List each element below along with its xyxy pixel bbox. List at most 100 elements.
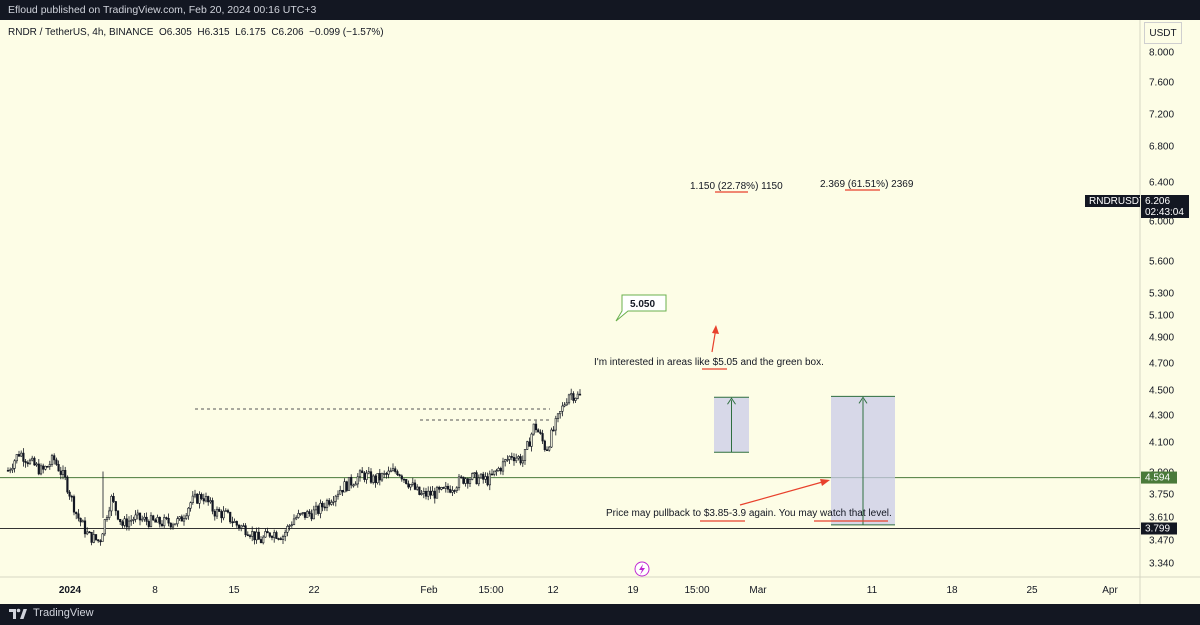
candle [156, 514, 159, 523]
candle-body [211, 500, 214, 512]
tradingview-logo[interactable]: TradingView [8, 607, 94, 619]
candle [253, 531, 256, 545]
candle-body [138, 512, 142, 521]
candle-body [295, 517, 298, 520]
candle [292, 514, 296, 526]
candle-body [48, 464, 51, 467]
price-chart[interactable]: 1.150 (22.78%) 1150 2.369 (61.51%) 2369 5.… [0, 20, 1200, 604]
candle-body [506, 459, 509, 461]
measure-label-large: 2.369 (61.51%) 2369 [820, 179, 914, 190]
candle-body [262, 536, 265, 544]
time-axis-label: Feb [420, 585, 438, 596]
candle-body [163, 517, 166, 527]
candle-body [545, 449, 549, 452]
time-axis-label: 15 [228, 585, 240, 596]
candle-body [422, 491, 425, 494]
candle-body [224, 510, 227, 512]
measure-label-small: 1.150 (22.78%) 1150 [690, 181, 783, 192]
candle [565, 398, 568, 407]
candle-body [110, 496, 113, 512]
candle [554, 415, 557, 436]
candle [418, 486, 421, 496]
candle [48, 460, 51, 470]
candle-body [215, 508, 219, 517]
candle [391, 463, 395, 472]
candle-body [116, 510, 120, 520]
candle-body [343, 481, 346, 493]
price-tick-label: 5.100 [1149, 311, 1174, 322]
candle [55, 457, 58, 466]
measure-label-large-ticks: ) 2369 [885, 179, 914, 190]
candle-body [79, 517, 82, 523]
plot-area [0, 20, 1140, 577]
lightning-icon [634, 561, 650, 577]
candle-body [468, 479, 472, 484]
candle [81, 519, 84, 523]
candle [235, 520, 238, 528]
candle-body [11, 468, 14, 471]
candle [471, 472, 474, 481]
candle [422, 487, 425, 499]
candle-body [132, 519, 135, 521]
candle [270, 534, 274, 541]
symbol-tag-bg [1085, 195, 1140, 207]
candle-body [446, 485, 450, 490]
candle-body [39, 465, 43, 475]
candle [13, 459, 16, 473]
candle [138, 512, 142, 526]
candle-body [378, 473, 381, 481]
level-high-tag-text: 4.594 [1145, 473, 1170, 484]
candle [385, 471, 388, 479]
candle-body [176, 518, 179, 525]
currency-selector[interactable]: USDT [1144, 22, 1182, 44]
candle [193, 489, 197, 499]
time-axis-label: 11 [867, 585, 878, 596]
candle-body [413, 482, 417, 490]
candle-body [24, 461, 27, 463]
candle [449, 485, 452, 494]
chart-frame[interactable]: 1.150 (22.78%) 1150 2.369 (61.51%) 2369 5.… [0, 20, 1200, 604]
candle-body [510, 456, 513, 458]
candle [429, 486, 432, 500]
level-low-tag-bg [1141, 522, 1177, 535]
candle [290, 521, 293, 528]
note-bottom-highlight-2: watch that level [819, 508, 889, 519]
candle-body [400, 475, 403, 480]
candle-body [418, 486, 421, 495]
candle [374, 474, 377, 488]
candle [35, 462, 38, 467]
candle-body [248, 535, 252, 537]
candle [75, 511, 78, 520]
candle [143, 513, 146, 522]
candle-body [66, 476, 69, 493]
time-axis-label: 25 [1026, 585, 1038, 596]
candle-body [61, 470, 65, 475]
candle-body [325, 500, 329, 509]
candle-body [33, 457, 36, 466]
candle-body [123, 518, 126, 526]
candle-body [389, 470, 392, 473]
candle-body [523, 449, 527, 461]
price-tick-label: 4.100 [1149, 438, 1174, 449]
candle-body [297, 513, 300, 518]
candle-body [97, 539, 100, 542]
candle-body [356, 476, 359, 485]
candle [233, 518, 236, 523]
candle-body [479, 473, 483, 479]
candle-body [484, 476, 487, 480]
candle [141, 515, 144, 523]
candle-body [121, 521, 124, 526]
candle [97, 539, 100, 543]
candle-body [550, 429, 553, 448]
candle-body [286, 526, 289, 533]
candle-body [72, 496, 76, 513]
candle [130, 515, 133, 526]
price-tick-label: 5.600 [1149, 257, 1174, 268]
candle-body [281, 536, 285, 540]
candle-body [57, 464, 60, 472]
candle-body [231, 521, 234, 524]
candle [343, 478, 346, 493]
candle-body [433, 490, 436, 499]
candle [490, 469, 494, 476]
price-tick-label: 3.610 [1149, 513, 1174, 524]
